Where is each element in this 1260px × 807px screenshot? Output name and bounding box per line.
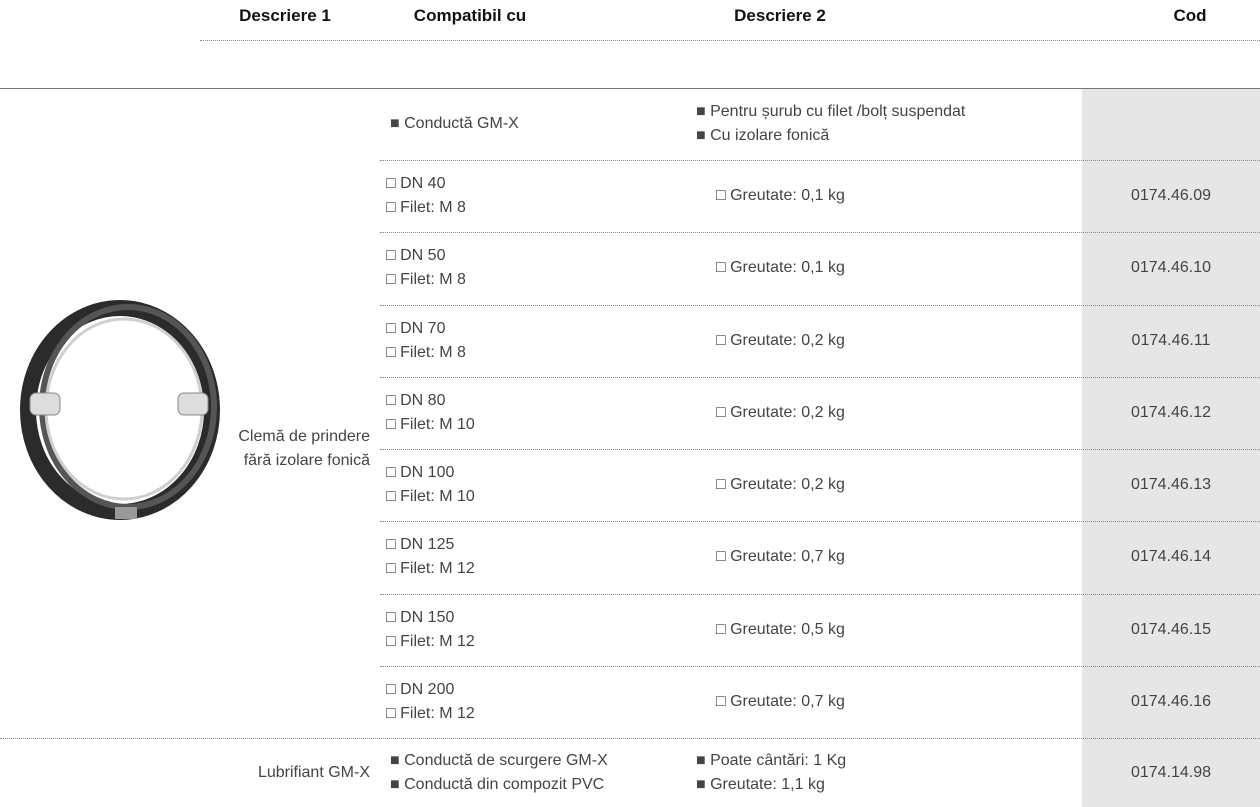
compatible-text: □ DN 125 [386,536,455,554]
code: 0174.46.12 [1130,403,1212,421]
compatible-text: □ Filet: M 8 [386,271,466,289]
description-1: Clemă de prindere [238,428,370,445]
compatible-text: ■ Conductă din compozit PVC [390,775,605,793]
table-rule [0,88,1260,89]
compatible-text: □ Filet: M 8 [386,199,466,217]
code: 0174.46.16 [1130,692,1212,710]
description-text: ■ Greutate: 1,1 kg [696,775,825,793]
compatible-text: □ Filet: M 12 [386,704,475,722]
column-header: Compatibil cu [413,6,527,25]
description-text: □ Greutate: 0,2 kg [716,331,845,349]
code: 0174.46.10 [1130,259,1212,277]
row-rule [380,593,1260,595]
row-rule [380,160,1260,161]
code-column-bg [1082,89,1260,807]
clamp-image [20,300,220,520]
description-text: ■ Pentru șurub cu filet /bolț suspendat [696,103,966,120]
description-text: □ Greutate: 0,7 kg [716,548,845,566]
compatible-text: □ Filet: M 12 [386,560,475,578]
compatible-text: □ Filet: M 8 [386,343,466,361]
row-rule [380,232,1260,234]
column-header: Descriere 1 [239,6,331,25]
compatible-text: ■ Conductă de scurgere GM-X [390,751,608,769]
row-rule [380,665,1260,667]
compatible-text: □ DN 80 [386,391,446,409]
section-rule [0,738,1260,739]
row-rule [380,449,1260,450]
description-text: ■ Poate cântări: 1 Kg [696,751,847,769]
description-text: □ Greutate: 0,2 kg [716,476,845,494]
column-header: Cod [1173,6,1207,25]
compatible-text: □ Filet: M 12 [386,632,475,650]
code: 0174.46.15 [1130,620,1212,638]
description-text: □ Greutate: 0,7 kg [716,692,845,710]
compatible-text: □ DN 150 [386,608,455,626]
compatible-text: ■ Conductă GM-X [390,115,519,132]
description-text: □ Greutate: 0,1 kg [716,259,845,277]
code: 0174.14.98 [1130,763,1212,781]
description-text: □ Greutate: 0,2 kg [716,403,845,421]
compatible-text: □ DN 40 [386,175,446,193]
compatible-text: □ Filet: M 10 [386,488,475,506]
row-rule [380,304,1260,306]
compatible-text: □ Filet: M 10 [386,415,475,433]
description-1: Lubrifiant GM-X [257,763,370,781]
description-1: fără izolare fonică [243,452,370,469]
code: 0174.46.11 [1131,331,1211,349]
code: 0174.46.09 [1130,187,1212,205]
compatible-text: □ DN 50 [386,247,446,265]
description-text: □ Greutate: 0,1 kg [716,187,845,205]
compatible-text: □ DN 200 [386,680,455,698]
description-text: □ Greutate: 0,5 kg [716,620,845,638]
compatible-text: □ DN 70 [386,319,446,337]
compatible-text: □ DN 100 [386,464,455,482]
description-text: ■ Cu izolare fonică [696,127,830,144]
header-rule [200,40,1260,41]
row-rule [380,376,1260,378]
column-header: Descriere 2 [734,6,826,25]
row-rule [380,521,1260,523]
code: 0174.46.14 [1130,548,1212,566]
code: 0174.46.13 [1130,476,1212,494]
